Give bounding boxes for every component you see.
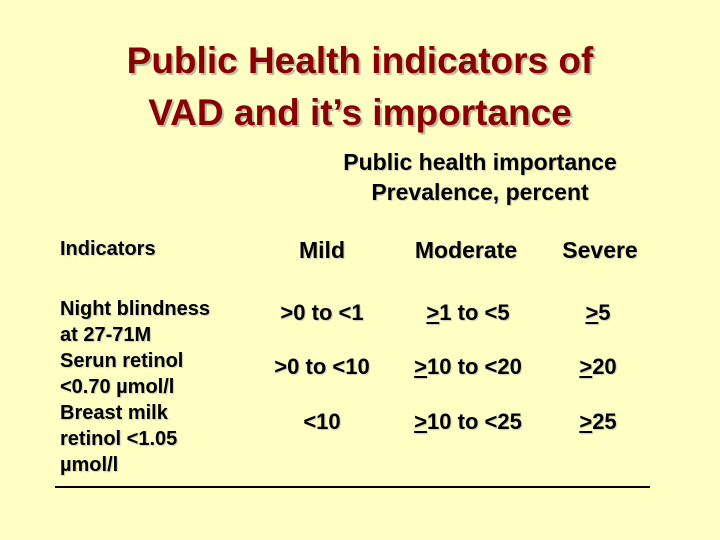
bottom-rule [55,486,650,488]
header-severe: Severe [562,237,638,263]
indicator-line: Breast milk [60,402,168,424]
indicator-line: µmol/l [60,454,119,476]
slide-title-line-2: VAD and it’s importance [148,92,572,133]
cell-mild-row-2: >0 to <10 [274,354,370,379]
cell-severe-row-1: >5 [548,302,648,324]
header-mild: Mild [299,237,345,263]
cell-value: 10 to <25 [427,409,522,434]
cell-value: 25 [592,409,617,434]
ge-symbol: > [579,354,593,379]
ge-symbol: > [414,354,428,379]
indicator-line: Serun retinol [60,350,184,372]
header-moderate: Moderate [414,237,518,263]
cell-severe-row-2: >20 [548,356,648,378]
cell-value: 10 to <20 [427,354,522,379]
ge-symbol: > [414,409,428,434]
cell-value: 20 [592,354,617,379]
ge-symbol: > [426,300,440,325]
cell-mild-row-1: >0 to <1 [280,300,364,325]
slide-title-line-1: Public Health indicators of [126,40,594,81]
cell-moderate-row-3: >10 to <25 [388,411,548,433]
subtitle-line-1: Public health importance [343,149,617,175]
cell-severe-row-3: >25 [548,411,648,433]
ge-symbol: > [579,409,593,434]
cell-value: 1 to <5 [439,300,510,325]
cell-mild-row-3: <10 [303,409,341,434]
cell-moderate-row-2: >10 to <20 [388,356,548,378]
subtitle-line-2: Prevalence, percent [371,179,589,205]
indicator-list: Night blindness at 27-71M Serun retinol … [60,296,260,478]
cell-moderate-row-1: >1 to <5 [388,302,548,324]
indicator-line: retinol <1.05 [60,428,178,450]
indicator-line: Night blindness [60,298,210,320]
header-indicators: Indicators [60,238,156,260]
indicator-line: <0.70 µmol/l [60,376,175,398]
indicator-line: at 27-71M [60,324,152,346]
cell-value: 5 [598,300,611,325]
ge-symbol: > [585,300,599,325]
